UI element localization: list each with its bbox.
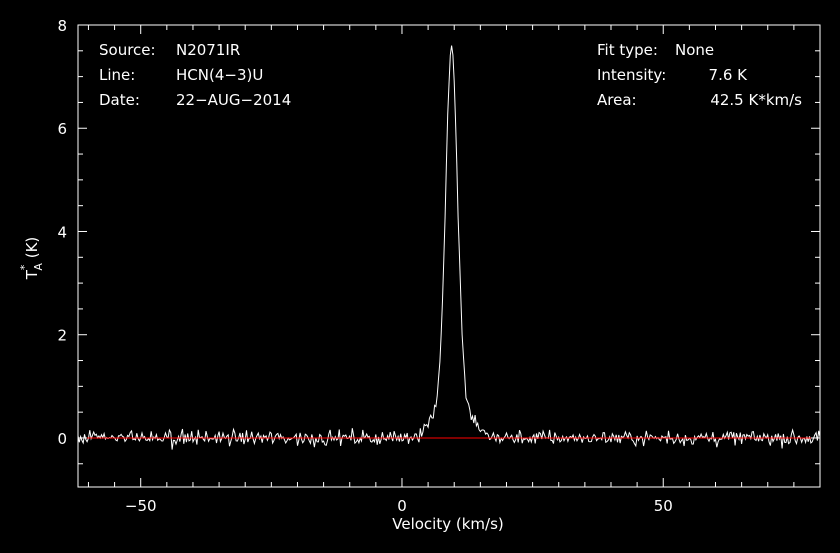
- y-axis-label: T*A (K): [18, 237, 45, 281]
- date-value: 22−AUG−2014: [176, 91, 291, 109]
- y-tick-label: 0: [57, 430, 67, 448]
- y-tick-label: 4: [57, 223, 67, 241]
- area-key: Area:: [597, 91, 637, 109]
- y-axis-label-unit: (K): [23, 237, 41, 263]
- x-tick-label: 50: [654, 497, 673, 515]
- y-axis-label-sub: A: [32, 263, 45, 271]
- y-tick-label: 8: [57, 17, 67, 35]
- spectrum-layer: [77, 45, 821, 450]
- area-value: 42.5 K*km/s: [710, 91, 802, 109]
- y-tick-label: 6: [57, 120, 67, 138]
- y-axis-label-sup: *: [18, 264, 31, 270]
- fit-type-key: Fit type:: [597, 41, 658, 59]
- y-axis-label-main: T: [23, 269, 41, 280]
- x-tick-label: 0: [397, 497, 407, 515]
- svg-text:T*A (K): T*A (K): [18, 237, 45, 281]
- fit-type-value: None: [675, 41, 714, 59]
- source-key: Source:: [99, 41, 156, 59]
- intensity-value: 7.6 K: [709, 66, 749, 84]
- line-value: HCN(4−3)U: [176, 66, 263, 84]
- intensity-key: Intensity:: [597, 66, 666, 84]
- line-key: Line:: [99, 66, 135, 84]
- x-tick-label: −50: [125, 497, 157, 515]
- y-tick-label: 2: [57, 327, 67, 345]
- source-value: N2071IR: [176, 41, 240, 59]
- ticks-layer: −50 0 50 0 2 4 6 8: [57, 17, 821, 515]
- date-key: Date:: [99, 91, 140, 109]
- x-axis-label: Velocity (km/s): [392, 515, 503, 533]
- plot-frame: [77, 24, 821, 488]
- spectrum-line: [77, 45, 821, 450]
